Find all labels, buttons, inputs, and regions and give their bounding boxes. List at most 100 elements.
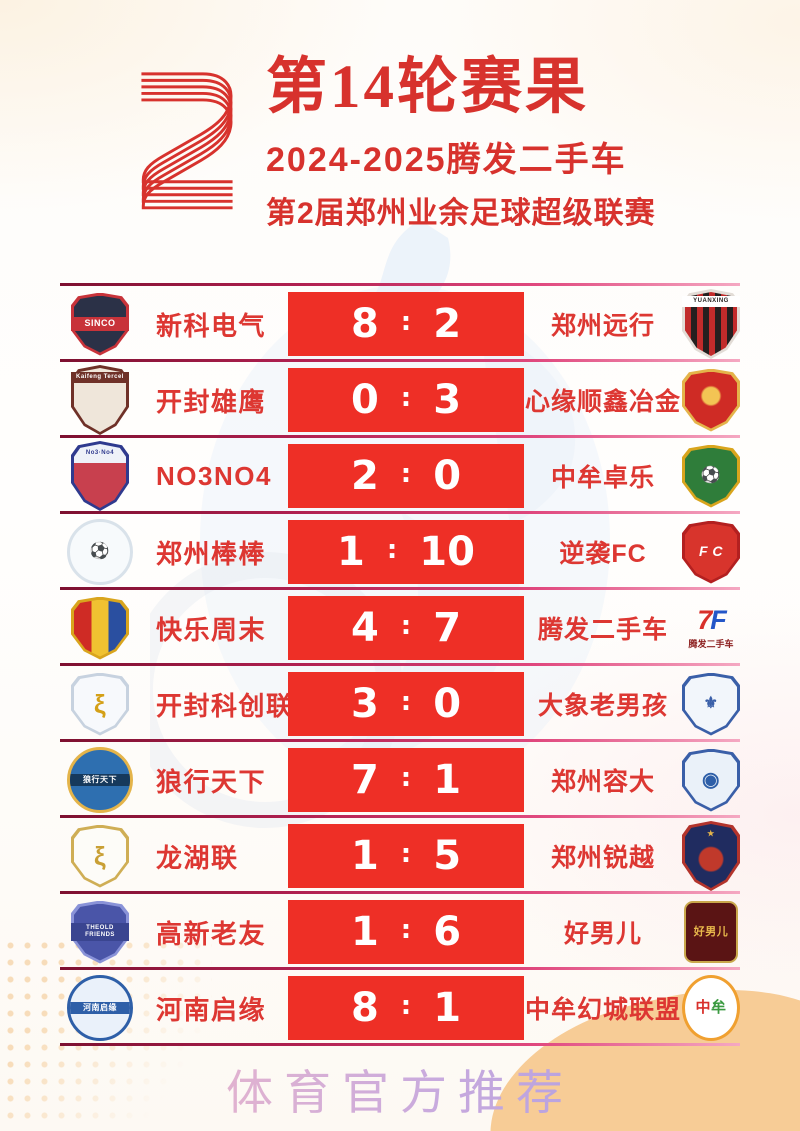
home-score: 1 (350, 833, 379, 879)
score-cell: 1 : 6 (288, 900, 524, 964)
away-team-name: 中牟幻城联盟 (524, 996, 681, 1024)
home-score: 4 (350, 605, 379, 651)
home-score: 7 (350, 757, 379, 803)
score-separator: : (400, 383, 412, 413)
home-logo-cell: Kaifeng Tercel (60, 365, 140, 435)
home-score: 1 (337, 529, 365, 575)
away-logo-cell: F C (682, 520, 740, 584)
match-row: THEOLD FRIENDS 高新老友 1 : 6 好男儿 好男儿 (60, 894, 740, 970)
score-cell: 4 : 7 (288, 596, 524, 660)
away-team-name: 大象老男孩 (537, 692, 668, 720)
home-score: 0 (350, 377, 379, 423)
match-row: 快乐周末 4 : 7 腾发二手车 7F 腾发二手车 (60, 590, 740, 666)
away-score: 1 (433, 985, 462, 1031)
home-team-name: 郑州棒棒 (156, 538, 267, 569)
score-box: 4 : 7 (288, 596, 524, 660)
home-team-name: 快乐周末 (156, 614, 267, 645)
away-score: 6 (433, 909, 462, 955)
home-logo-cell: SINCO (60, 292, 140, 356)
away-logo-cell (682, 368, 740, 432)
away-team-name: 心缘顺鑫冶金 (524, 388, 681, 416)
away-team-logo: 好男儿 (684, 901, 738, 963)
score-cell: 3 : 0 (288, 672, 524, 736)
away-team-logo: 7F 腾发二手车 (688, 604, 734, 649)
home-team-logo: ξ (71, 824, 129, 888)
home-team-logo: Kaifeng Tercel (71, 365, 129, 435)
home-logo-cell: 狼行天下 (60, 747, 140, 813)
away-team-logo: YUANXING (682, 289, 740, 359)
away-team-logo: ◉ (682, 748, 740, 812)
match-row: 狼行天下 狼行天下 7 : 1 郑州容大 ◉ (60, 742, 740, 818)
away-team-logo: ⚽ (682, 444, 740, 508)
subtitle-sponsor: 2024-2025腾发二手车 (266, 141, 627, 180)
away-team-logo (682, 368, 740, 432)
away-team-name: 逆袭FC (559, 540, 647, 568)
score-box: 8 : 2 (288, 292, 524, 356)
header: 第14轮赛果 2024-2025腾发二手车 第2届郑州业余足球超级联赛 (126, 46, 656, 237)
results-table: SINCO 新科电气 8 : 2 郑州远行 YUANXING Kaifeng T… (60, 283, 740, 1046)
home-logo-cell: THEOLD FRIENDS (60, 900, 140, 964)
home-score: 8 (350, 301, 379, 347)
score-cell: 7 : 1 (288, 748, 524, 812)
score-separator: : (400, 611, 412, 641)
divider-line (60, 283, 740, 286)
home-team-logo: THEOLD FRIENDS (71, 900, 129, 964)
score-cell: 0 : 3 (288, 368, 524, 432)
match-row: ξ 开封科创联 3 : 0 大象老男孩 ⚜ (60, 666, 740, 742)
away-logo-cell: YUANXING (682, 289, 740, 359)
away-logo-cell: 7F 腾发二手车 (682, 604, 740, 650)
home-team-name: 高新老友 (156, 918, 267, 949)
away-team-logo: ★ (682, 821, 740, 891)
home-team-logo (71, 596, 129, 660)
home-team-logo: 河南启缘 (67, 975, 133, 1041)
match-row: 河南启缘 河南启缘 8 : 1 中牟幻城联盟 中牟 (60, 970, 740, 1046)
score-cell: 2 : 0 (288, 444, 524, 508)
home-score: 2 (350, 453, 379, 499)
match-row: Kaifeng Tercel 开封雄鹰 0 : 3 心缘顺鑫冶金 (60, 362, 740, 438)
home-team-name: 开封科创联 (156, 690, 294, 721)
away-score: 10 (419, 529, 475, 575)
score-separator: : (400, 687, 412, 717)
match-row: SINCO 新科电气 8 : 2 郑州远行 YUANXING (60, 286, 740, 362)
score-separator: : (400, 307, 412, 337)
away-team-logo: ⚜ (682, 672, 740, 736)
away-score: 0 (433, 681, 462, 727)
home-logo-cell: No3·No4 (60, 441, 140, 511)
away-score: 0 (433, 453, 462, 499)
away-logo-cell: 中牟 (682, 975, 740, 1041)
home-logo-cell: ξ (60, 672, 140, 736)
home-logo-cell: 河南启缘 (60, 975, 140, 1041)
score-cell: 8 : 2 (288, 292, 524, 356)
away-logo-cell: ★ (682, 821, 740, 891)
score-separator: : (400, 459, 412, 489)
away-logo-cell: ⚽ (682, 444, 740, 508)
score-box: 1 : 5 (288, 824, 524, 888)
away-score: 5 (433, 833, 462, 879)
away-team-logo: F C (682, 520, 740, 584)
home-team-name: 新科电气 (156, 310, 267, 341)
subtitle-league: 第2届郑州业余足球超级联赛 (266, 197, 656, 231)
score-separator: : (400, 763, 412, 793)
home-team-logo: No3·No4 (71, 441, 129, 511)
home-team-name: 狼行天下 (156, 766, 267, 797)
score-cell: 1 : 10 (288, 520, 524, 584)
score-box: 2 : 0 (288, 444, 524, 508)
away-team-name: 腾发二手车 (537, 616, 668, 644)
match-row: ⚽ 郑州棒棒 1 : 10 逆袭FC F C (60, 514, 740, 590)
away-team-name: 郑州锐越 (550, 844, 655, 872)
score-box: 7 : 1 (288, 748, 524, 812)
score-box: 1 : 6 (288, 900, 524, 964)
away-team-name: 郑州容大 (550, 768, 655, 796)
score-cell: 8 : 1 (288, 976, 524, 1040)
score-separator: : (400, 991, 412, 1021)
footer-watermark: 体育官方推荐 (0, 1054, 800, 1123)
away-score: 7 (433, 605, 462, 651)
home-score: 1 (350, 909, 379, 955)
home-score: 8 (350, 985, 379, 1031)
score-box: 3 : 0 (288, 672, 524, 736)
score-separator: : (386, 535, 398, 565)
home-team-name: 开封雄鹰 (156, 386, 267, 417)
score-cell: 1 : 5 (288, 824, 524, 888)
league-numeral-2-logo (126, 46, 248, 237)
